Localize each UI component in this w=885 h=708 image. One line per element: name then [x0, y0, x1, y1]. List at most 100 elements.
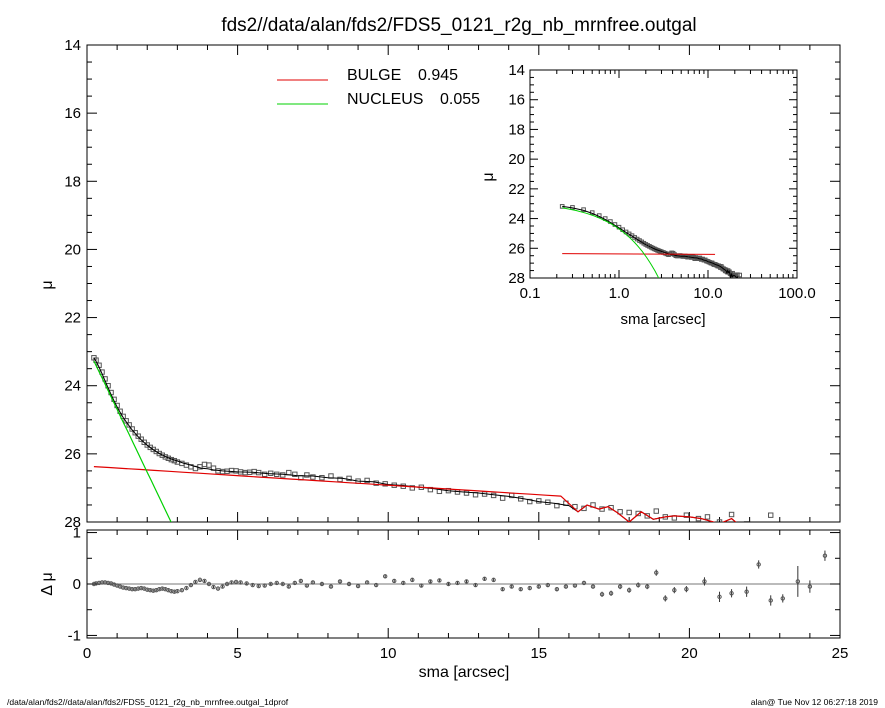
residual-point — [337, 579, 343, 584]
residual-data — [91, 550, 828, 606]
residual-point — [491, 577, 496, 583]
residual-clipped — [91, 550, 828, 606]
residual-point — [419, 583, 424, 588]
residual-xtick-label: 0 — [83, 645, 91, 662]
residual-point — [464, 579, 469, 584]
residual-point — [807, 584, 813, 589]
residual-point — [197, 577, 203, 583]
main-ytick-label: 26 — [64, 446, 81, 463]
main-ytick-label: 24 — [64, 378, 81, 395]
residual-point — [482, 576, 487, 582]
inset-ytick-label: 24 — [508, 211, 525, 228]
residual-point — [244, 581, 249, 586]
residual-axes: 10-10 5 10 15 20 25 — [68, 525, 849, 662]
residual-point — [554, 586, 560, 592]
residual-point — [274, 580, 279, 586]
residual-point — [262, 583, 267, 588]
inset-model-line — [562, 205, 739, 278]
main-ytick-label: 28 — [64, 514, 81, 531]
residual-point — [663, 596, 668, 601]
observed-point — [409, 485, 415, 491]
residual-point — [702, 579, 707, 584]
residual-point — [527, 585, 532, 591]
residual-point — [645, 584, 650, 589]
main-ytick-label: 22 — [64, 310, 81, 327]
observed-point — [635, 510, 641, 517]
residual-point — [328, 584, 334, 589]
chart-title: fds2//data/alan/fds2/FDS5_0121_r2g_nb_mr… — [221, 15, 696, 36]
residual-point — [563, 584, 569, 589]
observed-point — [644, 513, 650, 519]
residual-point — [455, 580, 460, 586]
legend: BULGE 0.945 NUCLEUS 0.055 — [277, 67, 480, 108]
residual-point — [382, 574, 388, 579]
residual-point — [233, 579, 239, 585]
observed-point — [162, 454, 169, 460]
observed-point — [262, 471, 268, 478]
inset-nucleus-line — [562, 207, 660, 278]
observed-point — [463, 490, 470, 496]
observed-point — [286, 469, 292, 476]
residual-xtick-label: 25 — [832, 645, 849, 662]
residual-ytick-label: -1 — [68, 627, 81, 644]
main-ytick-label: 20 — [64, 241, 81, 258]
observed-point — [617, 509, 623, 515]
residual-point — [346, 581, 352, 587]
residual-point — [590, 584, 596, 589]
main-ytick-label: 18 — [64, 173, 81, 190]
observed-point — [129, 426, 135, 432]
residual-point — [179, 587, 185, 593]
inset-clipped — [559, 204, 742, 278]
observed-point — [304, 472, 310, 478]
observed-point — [292, 471, 298, 478]
nucleus-component-line — [93, 360, 172, 522]
residual-point — [256, 583, 261, 589]
residual-point — [617, 584, 623, 589]
residual-point — [224, 581, 230, 587]
main-axes: 14 16 18 20 22 24 26 28 — [64, 37, 841, 531]
inset-xtick-label: 100.0 — [778, 285, 816, 302]
observed-point — [626, 509, 632, 516]
footer-timestamp: alan@ Tue Nov 12 06:27:18 2019 — [751, 697, 879, 707]
observed-point — [123, 418, 129, 424]
bulge-component-line — [93, 466, 737, 522]
observed-point — [141, 439, 147, 445]
residual-point — [364, 580, 370, 585]
observed-point — [126, 422, 132, 428]
observed-point — [319, 475, 325, 481]
observed-point — [233, 468, 239, 474]
residual-point — [202, 578, 207, 584]
main-panel: 14 16 18 20 22 24 26 28 BULGE 0.945 NUCLEUS 0.0… — [39, 37, 841, 531]
observed-point — [728, 511, 735, 518]
residual-xtick-label: 5 — [233, 645, 241, 662]
observed-point — [683, 512, 690, 518]
observed-point — [135, 433, 141, 439]
observed-point — [743, 521, 750, 522]
residual-point — [238, 580, 243, 585]
legend-bulge-value: 0.945 — [418, 67, 458, 84]
residual-point — [768, 598, 773, 603]
inset-background — [530, 70, 797, 278]
inset-xtick-label: 10.0 — [693, 285, 722, 302]
residual-xtick-label: 10 — [380, 645, 397, 662]
observed-point — [93, 357, 99, 363]
observed-point — [280, 472, 286, 478]
residual-ytick-label: 0 — [73, 576, 81, 593]
residual-point — [220, 584, 225, 589]
inset-ytick-label: 28 — [508, 270, 525, 287]
residual-point — [756, 562, 761, 567]
residual-point — [599, 592, 605, 597]
residual-point — [626, 587, 632, 593]
residual-point — [717, 594, 722, 600]
residual-point — [654, 570, 659, 575]
inset-ytick-label: 20 — [508, 151, 525, 168]
residual-point — [292, 580, 298, 586]
residual-panel: 10-10 5 10 15 20 25 Δ μ sma [arcsec] — [39, 525, 848, 681]
observed-point — [490, 492, 497, 499]
residual-point — [355, 583, 361, 589]
observed-point — [138, 436, 144, 442]
residual-point — [268, 581, 273, 587]
inset-ylabel: μ — [480, 172, 497, 181]
residual-point — [280, 581, 285, 587]
